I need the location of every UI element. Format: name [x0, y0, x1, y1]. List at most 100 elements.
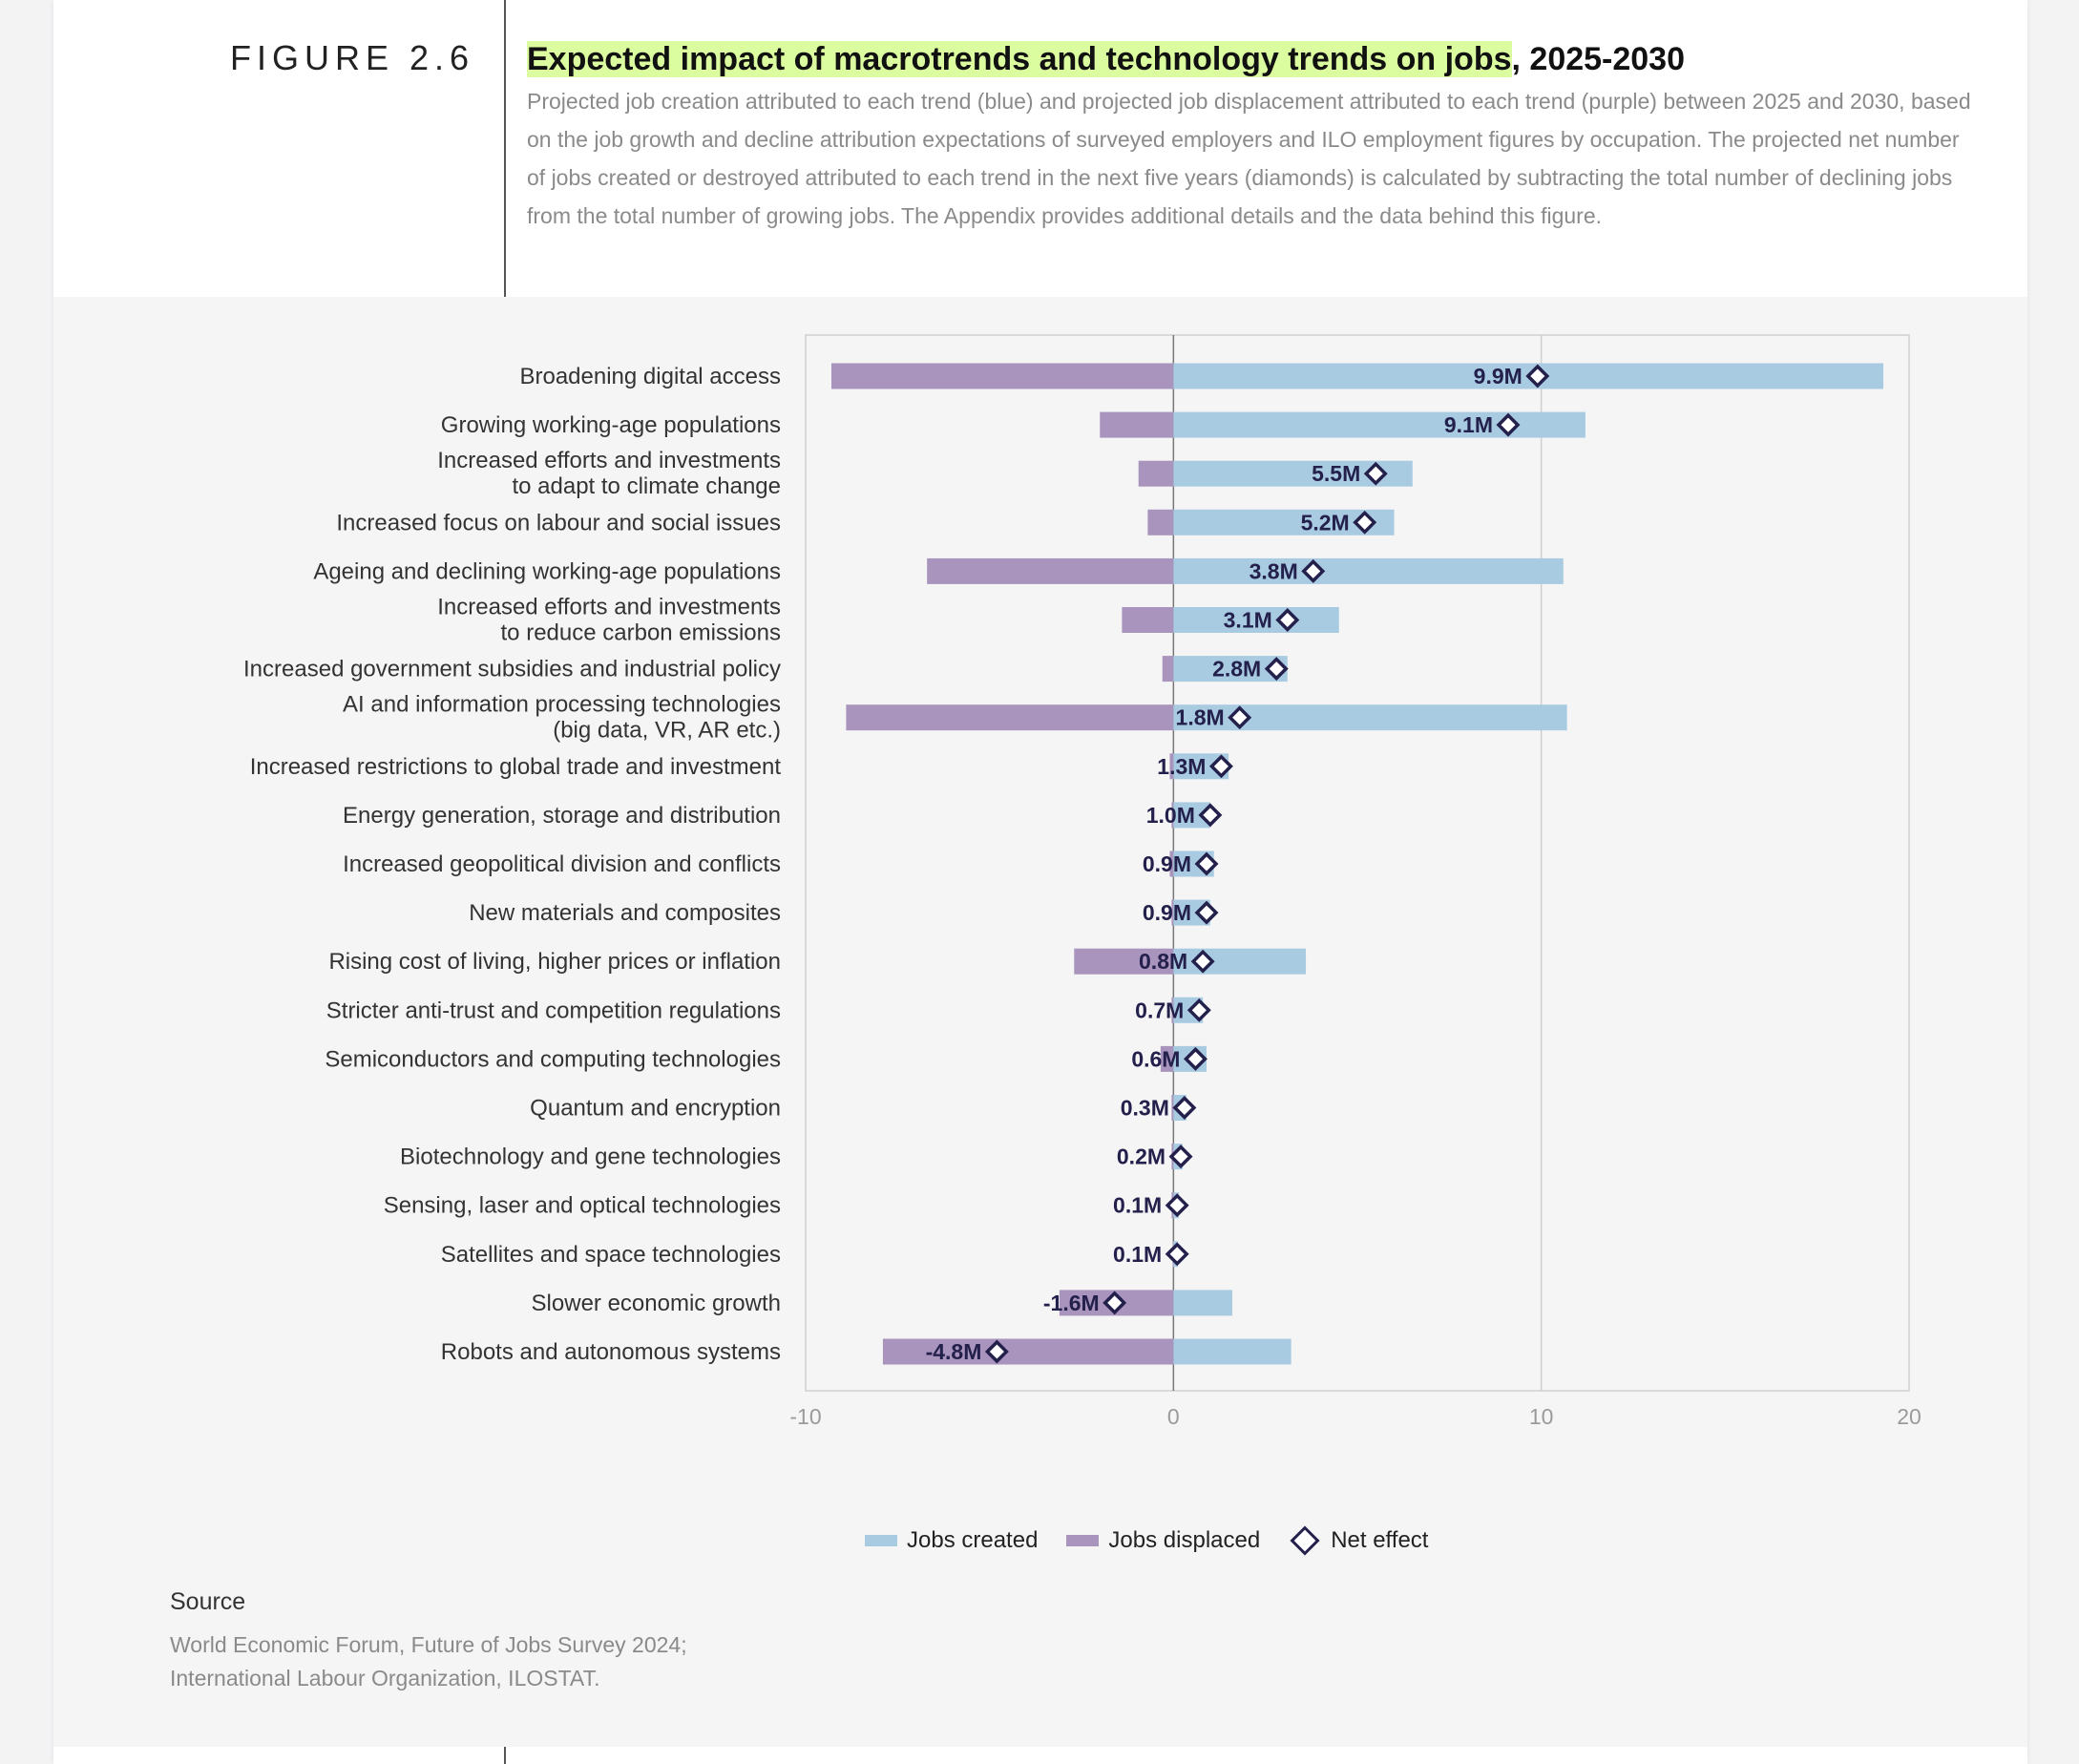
bar-jobs-created: [1173, 607, 1339, 633]
category-label: Slower economic growth: [532, 1291, 781, 1316]
net-effect-label: 0.9M: [1143, 900, 1191, 925]
net-effect-marker: [1165, 1242, 1189, 1267]
header-divider: [504, 0, 506, 297]
bar-jobs-created: [1173, 1338, 1292, 1365]
net-effect-label: 9.9M: [1474, 364, 1522, 388]
net-effect-marker: [1363, 461, 1388, 486]
bar-jobs-displaced: [1171, 1095, 1174, 1121]
bars: [830, 363, 1884, 1365]
legend-label-net: Net effect: [1331, 1527, 1429, 1553]
net-effect-label: 1.3M: [1157, 754, 1206, 779]
bar-jobs-displaced: [1169, 753, 1174, 780]
source-heading: Source: [170, 1588, 246, 1615]
net-effect-label: 0.8M: [1139, 949, 1187, 974]
category-label: New materials and composites: [469, 900, 781, 926]
footer-divider: [504, 1747, 506, 1764]
legend-label-displaced: Jobs displaced: [1108, 1527, 1261, 1553]
net-effect-marker: [1496, 412, 1521, 437]
category-label: Increased government subsidies and indus…: [243, 657, 781, 682]
net-effect-label: 2.8M: [1212, 657, 1261, 682]
category-label: Satellites and space technologies: [441, 1242, 781, 1268]
bar-jobs-displaced: [1160, 1045, 1174, 1072]
net-effect-marker: [1353, 510, 1377, 535]
category-label: Increased focus on labour and social iss…: [336, 510, 781, 536]
net-effect-label: 0.1M: [1113, 1193, 1162, 1218]
net-effect-marker: [1190, 949, 1215, 974]
figure-header: FIGURE 2.6 Expected impact of macrotrend…: [53, 0, 2027, 297]
net-effect-marker: [1228, 705, 1252, 730]
net-effect-marker: [1275, 608, 1300, 632]
net-effect-label: 1.8M: [1176, 705, 1225, 730]
net-effect-marker: [1208, 754, 1233, 779]
legend-item-created: Jobs created: [865, 1527, 1038, 1554]
category-labels: Broadening digital access Growing working…: [243, 364, 781, 1365]
category-label: Robots and autonomous systems: [441, 1339, 781, 1365]
net-effect-marker: [984, 1339, 1009, 1364]
net-effect-label: -1.6M: [1043, 1291, 1100, 1315]
net-effect-label: -4.8M: [926, 1339, 982, 1364]
source-text: World Economic Forum, Future of Jobs Sur…: [170, 1628, 838, 1695]
legend-diamond-icon: [1290, 1525, 1320, 1556]
net-effect-marker: [1183, 1046, 1208, 1071]
bar-jobs-displaced: [1100, 411, 1174, 438]
figure-subtitle: Projected job creation attributed to eac…: [527, 89, 1971, 228]
net-effect-label: 0.1M: [1113, 1242, 1162, 1267]
figure-sheet: FIGURE 2.6 Expected impact of macrotrend…: [53, 0, 2027, 1764]
net-effect-marker: [1525, 364, 1550, 388]
net-effect-label: 0.3M: [1121, 1096, 1169, 1121]
net-effect-label: 1.0M: [1146, 803, 1195, 828]
net-effect-marker: [1198, 803, 1223, 828]
legend-swatch-created: [865, 1535, 897, 1546]
net-effect-marker: [1172, 1096, 1197, 1120]
bar-jobs-displaced: [846, 704, 1174, 731]
bar-jobs-created: [1173, 1290, 1232, 1316]
bar-jobs-displaced: [1171, 997, 1174, 1023]
net-effect-marker: [1102, 1291, 1127, 1315]
bar-jobs-displaced: [1138, 460, 1174, 487]
legend-swatch-displaced: [1066, 1535, 1100, 1546]
title-rest: , 2025-2030: [1511, 41, 1686, 77]
category-label: Increased restrictions to global trade a…: [250, 754, 782, 780]
figure-title: Expected impact of macrotrends and techn…: [527, 38, 2016, 80]
net-effect-label: 3.8M: [1250, 558, 1298, 583]
plot-area: [805, 334, 1910, 1392]
bar-jobs-displaced: [927, 557, 1174, 584]
net-effect-marker: [1301, 558, 1326, 583]
legend-label-created: Jobs created: [907, 1527, 1039, 1553]
x-tick-label: -10: [789, 1404, 821, 1429]
bar-jobs-displaced: [1147, 509, 1174, 536]
category-label: AI and information processing technologi…: [343, 692, 781, 744]
net-effect-marker: [1186, 998, 1211, 1022]
net-effect-label: 0.7M: [1135, 998, 1184, 1022]
category-label: Growing working-age populations: [441, 412, 781, 438]
category-label: Stricter anti-trust and competition regu…: [326, 998, 781, 1023]
x-axis-ticks: -10 0 10 20: [789, 1404, 1921, 1429]
x-tick-label: 10: [1529, 1404, 1554, 1429]
footer-strip: [53, 1747, 2027, 1764]
category-label: Increased geopolitical division and conf…: [343, 851, 781, 877]
chart-legend: Jobs created Jobs displaced Net effect: [865, 1522, 1428, 1560]
bar-jobs-displaced: [830, 363, 1174, 389]
net-effect-marker: [1168, 1144, 1193, 1169]
category-label: Rising cost of living, higher prices or …: [328, 949, 781, 975]
net-effect-marker: [1194, 900, 1219, 925]
bar-jobs-displaced: [1162, 656, 1174, 682]
grid-lines: [1172, 335, 1543, 1391]
legend-item-displaced: Jobs displaced: [1066, 1527, 1260, 1554]
bar-jobs-created: [1173, 411, 1586, 438]
bar-jobs-displaced: [882, 1338, 1174, 1365]
category-label: Energy generation, storage and distribut…: [343, 803, 781, 829]
net-effect-label: 0.9M: [1143, 851, 1191, 876]
source-line-1: World Economic Forum, Future of Jobs Sur…: [170, 1632, 687, 1657]
x-tick-label: 20: [1897, 1404, 1922, 1429]
net-effect-label: 5.5M: [1312, 461, 1360, 486]
net-effect-label: 3.1M: [1224, 608, 1272, 633]
net-effect-marker: [1194, 851, 1219, 876]
bar-jobs-displaced: [1169, 850, 1174, 877]
plot-frame: [805, 334, 1910, 1392]
net-effect-marker: [1264, 657, 1289, 682]
bar-jobs-created: [1173, 557, 1564, 584]
category-label: Semiconductors and computing technologie…: [325, 1046, 781, 1072]
net-effect-label: 0.6M: [1131, 1046, 1180, 1071]
title-highlight: Expected impact of macrotrends and techn…: [527, 41, 1512, 77]
